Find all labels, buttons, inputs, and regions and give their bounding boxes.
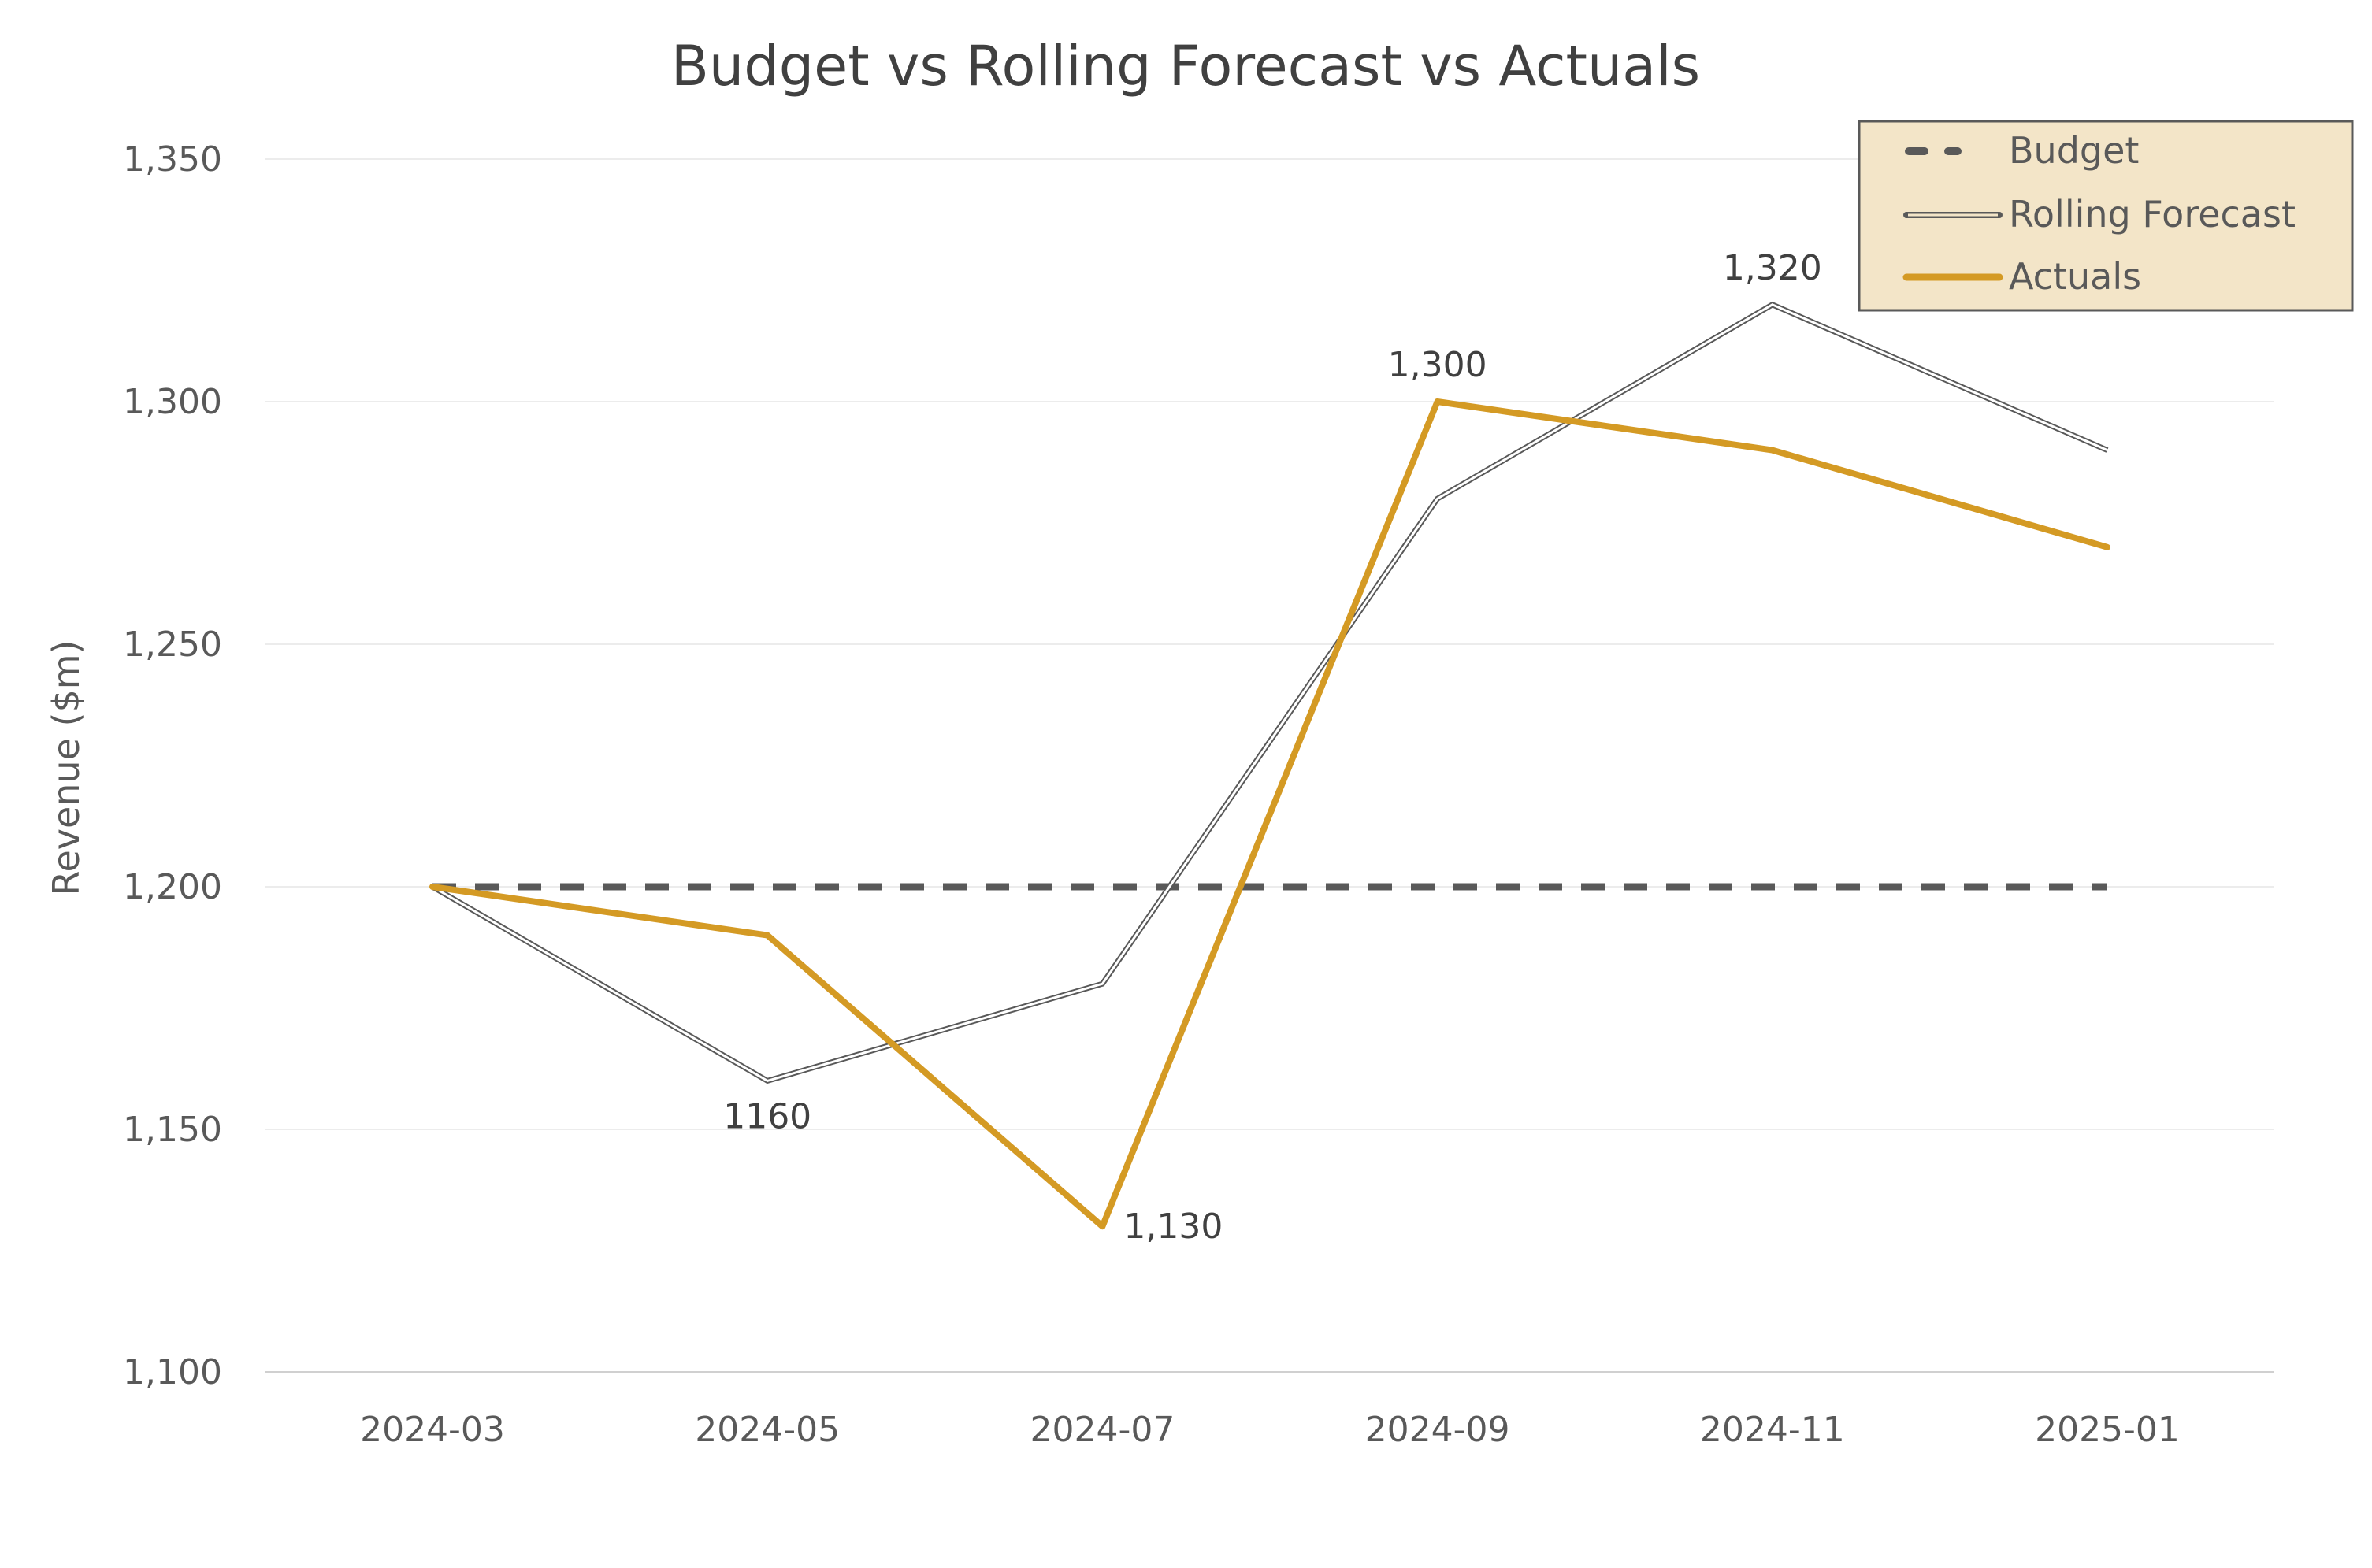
data-label: 1,130 — [1123, 1207, 1223, 1247]
series-lines — [429, 301, 2110, 1230]
data-label: 1,300 — [1388, 345, 1487, 385]
x-axis-ticks: 2024-03 2024-05 2024-07 2024-09 2024-11 2025-… — [360, 1410, 2180, 1450]
gridlines — [265, 158, 2274, 1373]
chart-title: Budget vs Rolling Forecast vs Actuals — [671, 34, 1700, 98]
y-tick-label: 1,350 — [123, 139, 222, 180]
rolling-forecast-line-inner — [432, 303, 2108, 1083]
x-tick-label: 2024-07 — [1030, 1410, 1175, 1450]
y-tick-label: 1,300 — [123, 382, 222, 422]
data-labels: 1160 1,130 1,300 1,320 — [723, 248, 1822, 1247]
y-axis-ticks: 1,100 1,150 1,200 1,250 1,300 1,350 — [123, 139, 222, 1392]
y-tick-label: 1,200 — [123, 867, 222, 907]
y-tick-label: 1,150 — [123, 1110, 222, 1150]
y-axis-label: Revenue ($m) — [45, 640, 87, 896]
x-tick-label: 2025-01 — [2035, 1410, 2180, 1450]
y-tick-label: 1,100 — [123, 1352, 222, 1392]
legend-rolling-forecast-label: Rolling Forecast — [2009, 193, 2296, 235]
x-tick-label: 2024-09 — [1365, 1410, 1510, 1450]
data-label: 1160 — [723, 1096, 811, 1136]
rolling-forecast-line-outer — [431, 301, 2109, 1084]
x-tick-label: 2024-11 — [1700, 1410, 1845, 1450]
legend: Budget Rolling Forecast Actuals — [1858, 120, 2354, 312]
actuals-line — [429, 398, 2110, 1230]
legend-actuals-label: Actuals — [2009, 255, 2141, 298]
x-tick-label: 2024-03 — [360, 1410, 505, 1450]
x-tick-label: 2024-05 — [695, 1410, 840, 1450]
y-tick-label: 1,250 — [123, 625, 222, 665]
legend-budget-label: Budget — [2009, 129, 2139, 172]
data-label: 1,320 — [1723, 248, 1822, 288]
